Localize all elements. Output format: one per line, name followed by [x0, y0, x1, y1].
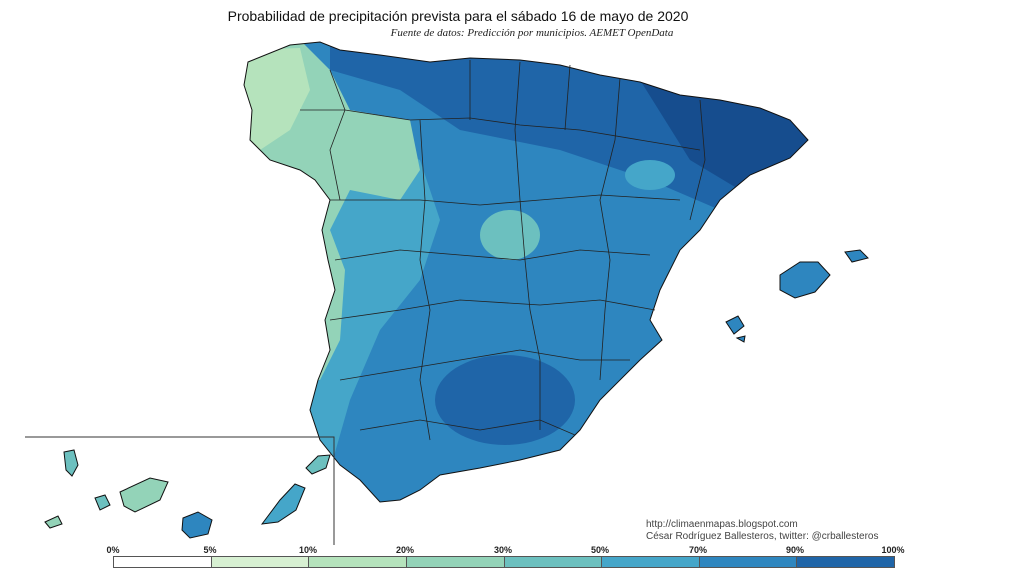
gran-canaria — [181, 511, 213, 539]
menorca — [844, 249, 869, 263]
province-borders — [300, 60, 706, 441]
legend-swatch — [114, 557, 212, 567]
ibiza — [725, 315, 745, 335]
peninsula-fill — [244, 42, 808, 502]
legend-label: 10% — [298, 545, 318, 555]
la-gomera — [94, 494, 111, 511]
legend-label: 20% — [395, 545, 415, 555]
credit-author: César Rodríguez Ballesteros, twitter: @c… — [646, 531, 879, 542]
peninsula-outline — [243, 41, 809, 503]
canary-inset-frame — [25, 436, 335, 545]
legend-swatch — [504, 557, 603, 567]
legend-label: 50% — [590, 545, 610, 555]
legend-swatch — [699, 557, 798, 567]
legend-label: 70% — [688, 545, 708, 555]
legend-label: 30% — [493, 545, 513, 555]
legend-swatch — [309, 557, 407, 567]
legend-labels: 0% 5% 10% 20% 30% 50% 70% 90% 100% — [0, 545, 1024, 557]
el-hierro — [44, 515, 63, 529]
legend-label: 100% — [881, 545, 905, 555]
mallorca — [779, 261, 831, 299]
legend-swatch — [211, 557, 310, 567]
legend-label: 5% — [203, 545, 217, 555]
legend-color-bar — [113, 556, 895, 568]
lanzarote — [305, 454, 331, 475]
legend-swatch — [797, 557, 894, 567]
formentera — [735, 335, 746, 343]
legend-swatch — [602, 557, 700, 567]
legend-label: 90% — [785, 545, 805, 555]
legend-swatch — [406, 557, 505, 567]
canary-islands — [44, 449, 331, 539]
map-subtitle: Fuente de datos: Predicción por municipi… — [390, 27, 674, 39]
tenerife — [119, 477, 169, 513]
la-palma — [63, 449, 79, 477]
map-title: Probabilidad de precipitación prevista p… — [227, 8, 689, 24]
credit-url: http://climaenmapas.blogspot.com — [646, 519, 798, 530]
fuerteventura — [260, 483, 306, 525]
legend-label: 0% — [106, 545, 120, 555]
